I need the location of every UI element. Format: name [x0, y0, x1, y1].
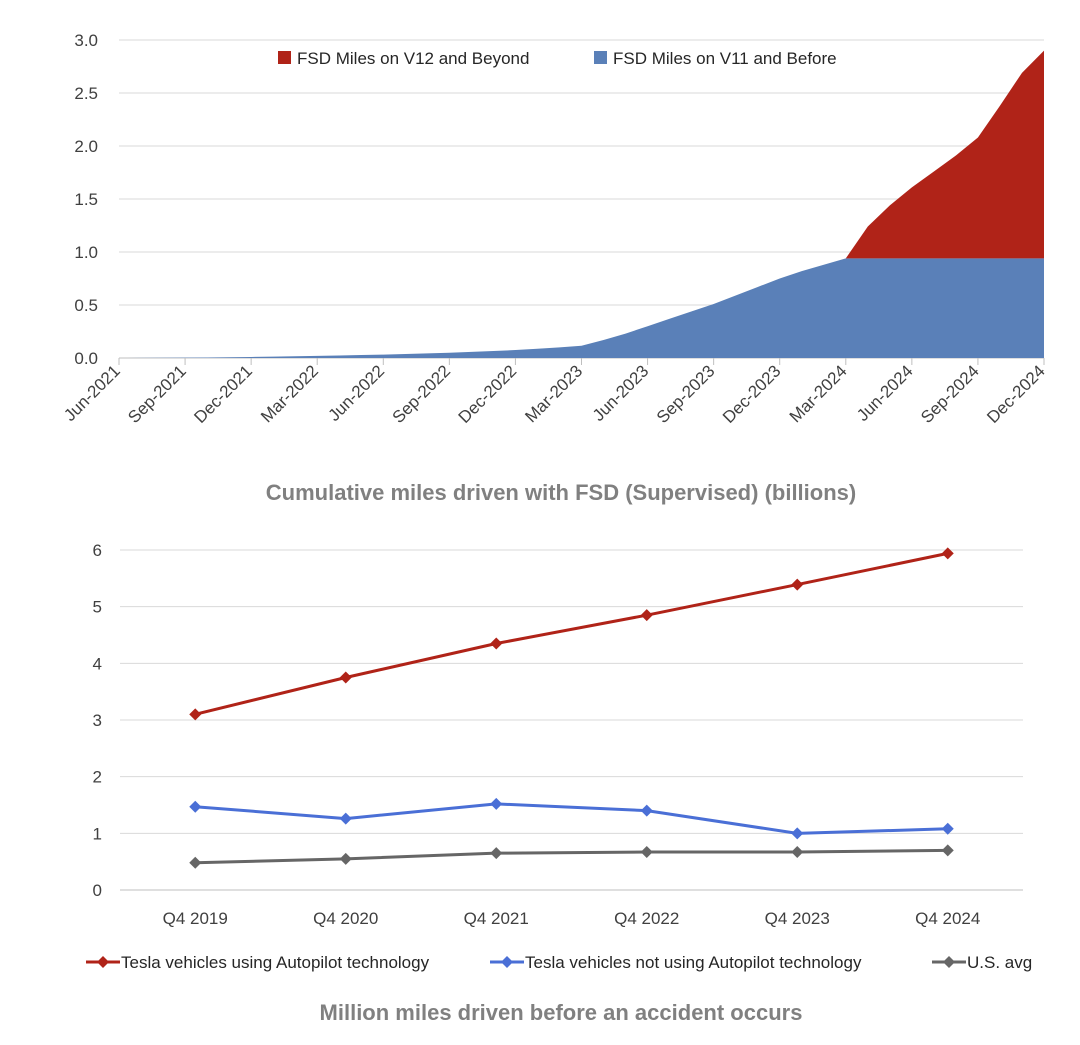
series-us-avg-point [941, 844, 954, 857]
series-no-autopilot [189, 797, 954, 840]
chart1-x-tick-label: Mar-2024 [786, 361, 851, 426]
legend-swatch-v11 [594, 51, 607, 64]
series-autopilot [189, 547, 954, 721]
series-no-autopilot-point [189, 800, 202, 813]
chart2-x-tick-label: Q4 2021 [464, 909, 529, 928]
chart2-x-tick-label: Q4 2020 [313, 909, 378, 928]
series-no-autopilot-point [339, 812, 352, 825]
chart1-x-tick-label: Sep-2022 [389, 361, 455, 427]
series-us-avg-point [339, 852, 352, 865]
chart2-legend: Tesla vehicles using Autopilot technolog… [86, 953, 1032, 972]
legend-swatch-v12 [278, 51, 291, 64]
chart2-y-tick-label: 4 [93, 654, 102, 673]
legend-marker-no-autopilot [501, 956, 513, 968]
chart1-x-tick-label: Dec-2022 [455, 361, 521, 427]
legend-item-no-autopilot: Tesla vehicles not using Autopilot techn… [490, 953, 862, 972]
chart2-y-axis: 0 1 2 3 4 5 6 [93, 541, 102, 900]
chart1-y-tick-label: 1.0 [74, 243, 98, 262]
chart1-y-tick-label: 0.5 [74, 296, 98, 315]
series-us-avg-point [490, 847, 503, 860]
chart2-gridlines [120, 549, 1023, 891]
legend-label-autopilot: Tesla vehicles using Autopilot technolog… [121, 953, 430, 972]
series-no-autopilot-point [490, 797, 503, 810]
chart1-x-tick-label: Dec-2024 [983, 361, 1049, 427]
chart1-y-axis: 0.0 0.5 1.0 1.5 2.0 2.5 3.0 [74, 31, 98, 368]
chart1-gridlines [119, 39, 1044, 359]
chart1-x-tick-label: Jun-2021 [60, 361, 124, 425]
series-autopilot-point [490, 637, 503, 650]
legend-label-v12: FSD Miles on V12 and Beyond [297, 49, 529, 68]
series-autopilot-point [339, 671, 352, 684]
series-us-avg-point [640, 846, 653, 859]
chart1-x-tick-label: Dec-2023 [719, 361, 785, 427]
chart2-y-tick-label: 5 [93, 598, 102, 617]
series-us-avg [189, 844, 954, 869]
chart2-y-tick-label: 0 [93, 881, 102, 900]
legend-marker-us-avg [943, 956, 955, 968]
chart1-x-tick-label: Dec-2021 [190, 361, 256, 427]
chart1-x-tick-label: Sep-2024 [917, 361, 983, 427]
chart2-y-tick-label: 6 [93, 541, 102, 560]
series-us-avg-point [791, 846, 804, 859]
series-no-autopilot-point [640, 804, 653, 817]
series-autopilot-point [189, 708, 202, 721]
chart2-x-tick-label: Q4 2024 [915, 909, 980, 928]
series-us-avg-point [189, 856, 202, 869]
chart2-y-tick-label: 2 [93, 768, 102, 787]
chart1-title: Cumulative miles driven with FSD (Superv… [266, 480, 856, 505]
chart1-y-tick-label: 3.0 [74, 31, 98, 50]
chart1-areas [119, 50, 1044, 358]
chart1-x-tick-label: Sep-2023 [653, 361, 719, 427]
legend-item-us-avg: U.S. avg [932, 953, 1032, 972]
chart1-y-tick-label: 2.5 [74, 84, 98, 103]
chart1-x-tick-label: Jun-2024 [853, 361, 917, 425]
chart1-x-tick-label: Jun-2023 [589, 361, 653, 425]
legend-marker-autopilot [97, 956, 109, 968]
chart1-x-tick-label: Sep-2021 [124, 361, 190, 427]
series-no-autopilot-point [941, 822, 954, 835]
chart1-x-axis: Jun-2021 Sep-2021 Dec-2021 Mar-2022 Jun-2022… [60, 358, 1049, 427]
chart1-y-tick-label: 1.5 [74, 190, 98, 209]
legend-label-no-autopilot: Tesla vehicles not using Autopilot techn… [525, 953, 862, 972]
chart1-y-tick-label: 2.0 [74, 137, 98, 156]
series-autopilot-point [640, 609, 653, 622]
chart1-x-tick-label: Jun-2022 [325, 361, 389, 425]
chart2-y-tick-label: 3 [93, 711, 102, 730]
chart1-y-tick-label: 0.0 [74, 349, 98, 368]
series-autopilot-point [941, 547, 954, 560]
chart2-series [189, 547, 954, 869]
chart2-x-tick-label: Q4 2019 [163, 909, 228, 928]
legend-label-v11: FSD Miles on V11 and Before [613, 49, 837, 68]
fsd-cumulative-miles-chart: 0.00.51.01.52.02.53.0 Jun-2021 Sep-2021 De… [60, 31, 1049, 505]
series-autopilot-line [194, 551, 949, 716]
legend-label-us-avg: U.S. avg [967, 953, 1032, 972]
legend-item-autopilot: Tesla vehicles using Autopilot technolog… [86, 953, 430, 972]
series-autopilot-point [791, 578, 804, 591]
chart2-x-tick-label: Q4 2022 [614, 909, 679, 928]
chart2-x-tick-label: Q4 2023 [765, 909, 830, 928]
chart1-legend: FSD Miles on V12 and Beyond FSD Miles on… [278, 49, 837, 68]
series-no-autopilot-line [195, 802, 948, 835]
area-v11-and-before [119, 258, 1044, 358]
chart2-x-axis: Q4 2019 Q4 2020 Q4 2021 Q4 2022 Q4 2023 Q4 20… [163, 909, 981, 928]
chart1-x-tick-label: Mar-2023 [521, 361, 586, 426]
series-no-autopilot-point [791, 827, 804, 840]
chart2-title: Million miles driven before an accident … [320, 1000, 803, 1025]
chart2-y-tick-label: 1 [93, 824, 102, 843]
chart1-x-tick-label: Mar-2022 [257, 361, 322, 426]
series-us-avg-line [195, 848, 948, 865]
